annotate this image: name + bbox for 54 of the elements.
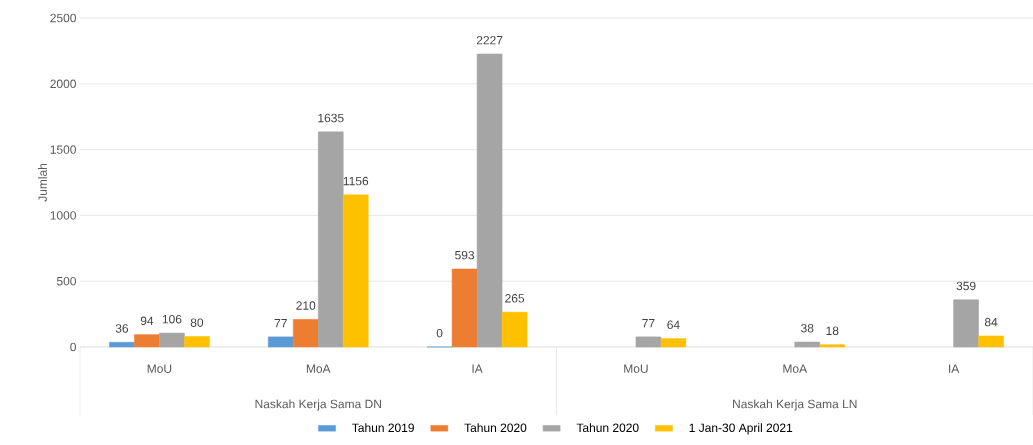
data-label: 38 xyxy=(801,323,814,333)
bar xyxy=(184,336,210,348)
data-label: 1635 xyxy=(318,113,344,123)
y-tick-label: 2500 xyxy=(50,13,76,23)
y-axis-title: Jumlah xyxy=(38,163,47,202)
y-tick-label: 1000 xyxy=(50,211,76,220)
y-tick-label: 0 xyxy=(70,342,77,352)
bar xyxy=(819,344,846,348)
legend-label: Tahun 2020 xyxy=(576,423,639,433)
data-label: 64 xyxy=(667,320,680,329)
data-label: 1156 xyxy=(343,176,369,186)
data-label: 2227 xyxy=(476,35,503,45)
x-tick-label: IA xyxy=(472,364,483,373)
bar xyxy=(953,299,979,348)
bar xyxy=(476,53,503,348)
bar xyxy=(268,336,294,348)
x-tick-label: IA xyxy=(949,364,960,373)
bar xyxy=(635,336,662,348)
x-tick-label: MoU xyxy=(624,364,648,373)
bar xyxy=(794,341,821,348)
y-tick-label: 1500 xyxy=(50,145,76,154)
bar xyxy=(660,338,687,348)
data-label: 77 xyxy=(274,319,287,328)
x-tick-label: MoA xyxy=(306,364,331,373)
data-label: 94 xyxy=(140,316,154,326)
bar xyxy=(109,342,135,348)
legend-label: Tahun 2019 xyxy=(352,423,414,433)
data-label: 84 xyxy=(984,317,998,327)
data-label: 36 xyxy=(115,324,129,333)
data-label: 0 xyxy=(436,328,443,338)
y-tick-label: 2000 xyxy=(50,79,76,89)
bar xyxy=(293,319,319,348)
data-label: 359 xyxy=(956,281,976,291)
data-label: 77 xyxy=(642,319,655,328)
text: Naskah Kerja Sama LN xyxy=(733,399,857,411)
x-tick-label: MoU xyxy=(147,364,172,373)
bar xyxy=(318,131,344,348)
bar xyxy=(134,334,160,348)
data-label: 593 xyxy=(455,250,475,260)
data-label: 80 xyxy=(190,318,204,327)
bar xyxy=(159,332,185,348)
text: Naskah Kerja Sama DN xyxy=(255,399,381,411)
data-label: 18 xyxy=(826,326,839,336)
y-tick-label: 500 xyxy=(56,276,76,286)
data-label: 106 xyxy=(162,314,182,324)
legend-label: 1 Jan-30 April 2021 xyxy=(689,423,793,435)
data-label: 210 xyxy=(296,301,316,310)
bar xyxy=(501,311,528,348)
data-label: 265 xyxy=(505,294,525,303)
x-tick-label: MoA xyxy=(783,364,808,373)
bar xyxy=(978,335,1004,348)
bar xyxy=(343,194,369,348)
bar xyxy=(451,268,478,348)
legend-label: Tahun 2020 xyxy=(464,423,527,433)
